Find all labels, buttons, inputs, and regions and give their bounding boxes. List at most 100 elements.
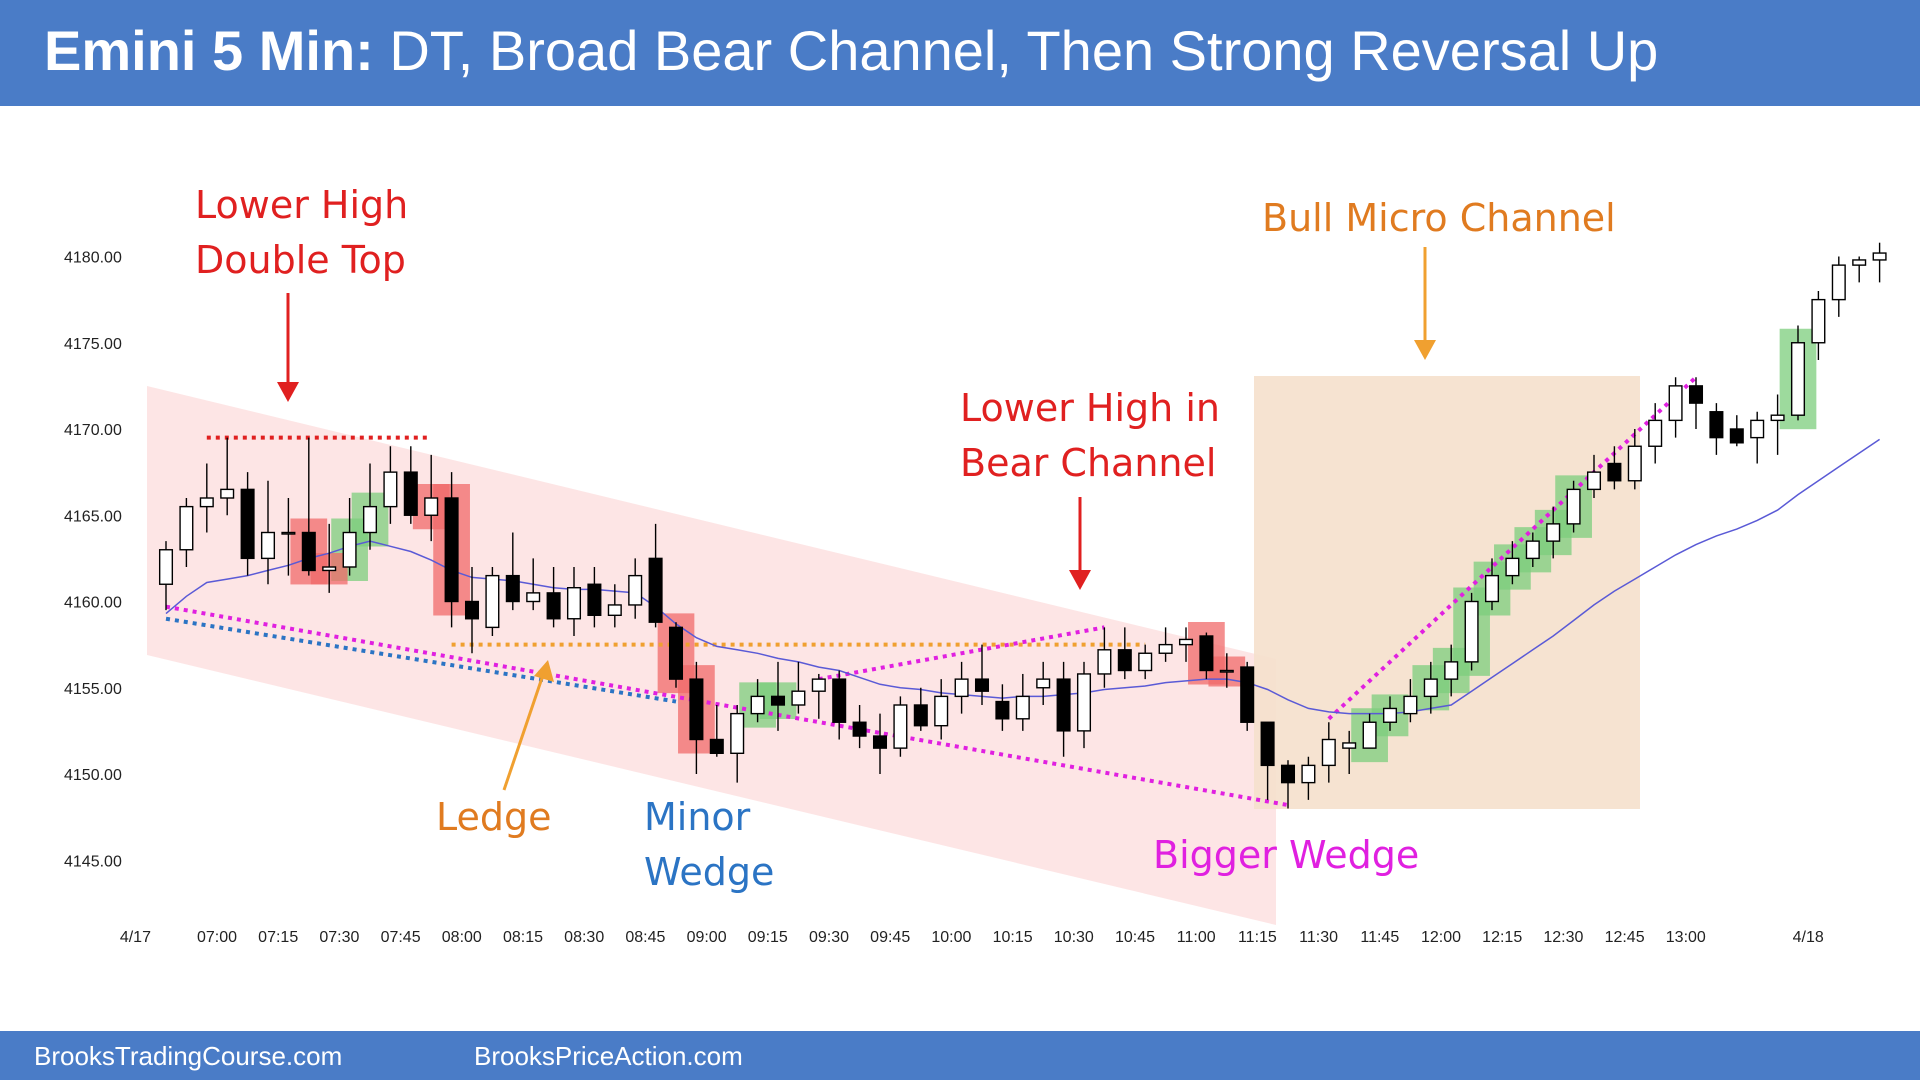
candle [1321,722,1336,783]
candle [260,480,276,585]
annotation-bull-micro-channel: Bull Micro Channel [1262,196,1616,240]
candle-body [587,583,602,616]
candle-body [1015,695,1030,720]
footer-link-brooks-trading-course[interactable]: BrooksTradingCourse.com [34,1041,343,1071]
arrow-lower-high-dt [277,293,299,402]
candle-body [1484,574,1500,603]
candle-body [852,721,867,737]
candle-body [1178,638,1194,646]
candle [566,567,582,636]
candle [974,644,990,705]
x-tick-label: 10:30 [1054,929,1094,946]
candle [1362,713,1377,749]
candle [1056,661,1071,757]
candle [1444,644,1459,697]
candle [1260,721,1275,800]
candle-body [1056,678,1071,732]
arrow-bull-micro-channel [1414,247,1436,360]
candle-body [1036,678,1051,689]
candle [954,661,969,714]
candle-body [893,704,908,749]
candle-body [1117,649,1132,672]
candle [1280,760,1296,809]
candle-body [1423,678,1438,698]
candle-body [1362,721,1377,749]
candle-body [1199,635,1214,672]
candle-body [1076,673,1092,732]
candle [1831,256,1846,317]
candle-body [362,505,378,534]
candle [199,463,214,533]
candle [1505,541,1520,585]
candle-body [811,678,826,692]
candle [1729,415,1744,447]
candle [1178,627,1194,662]
candle [281,498,296,576]
candle [1525,532,1540,567]
annotation-ledge: Ledge [436,795,552,839]
candle [1627,429,1642,490]
footer-bar: BrooksTradingCourse.com BrooksPriceActio… [0,1031,1920,1080]
page-title-rest: DT, Broad Bear Channel, Then Strong Reve… [373,19,1659,82]
candle [1158,627,1173,662]
candle [1688,377,1704,429]
candle-body [1852,259,1867,266]
candle-body [1158,643,1173,654]
candle [362,463,378,550]
x-tick-label: 4/17 [120,929,151,946]
y-tick-label: 4170.00 [64,422,122,439]
footer-link-brooks-price-action[interactable]: BrooksPriceAction.com [474,1041,743,1071]
candle-body [1260,721,1275,767]
candle [689,661,704,774]
candle-body [1525,540,1540,560]
candle-body [709,738,724,755]
candle [648,523,663,628]
candle-body [546,592,561,620]
x-tick-label: 11:15 [1238,929,1277,946]
annotation-lower-high-bear-1: Lower High in [960,386,1220,430]
bigger-wedge-line [165,604,1289,808]
candle [1668,377,1683,438]
y-tick-label: 4145.00 [64,853,122,870]
candle-body [1321,738,1336,767]
candle [709,705,724,757]
x-tick-label: 4/18 [1793,929,1824,946]
x-tick-label: 09:00 [687,929,727,946]
axes-layer: 4145.00 4150.00 4155.00 4160.00 4165.00 4170.… [64,250,1824,947]
candles-layer [158,242,1887,809]
candle-body [1750,419,1765,439]
candle-body [1566,488,1581,525]
x-tick-label: 10:15 [993,929,1033,946]
candle-body [1586,471,1602,491]
candle-body [750,695,765,715]
candle-body [1464,600,1479,663]
candle-body [607,604,622,617]
candle [913,687,928,731]
candle [1586,454,1602,498]
candle [526,558,541,611]
candle-body [1342,742,1357,749]
candle-body [1770,414,1785,422]
candle-body [1219,669,1234,673]
candle [240,472,255,576]
x-tick-label: 10:45 [1115,929,1155,946]
candle [546,567,561,628]
candle-body [1138,652,1153,672]
candle-body [485,574,500,629]
candle-body [505,574,520,603]
candle-body [1872,252,1887,261]
y-tick-label: 4150.00 [64,767,122,784]
bull-micro-channel-box [1254,376,1640,809]
candle-body [322,566,337,572]
candle-body [158,549,174,585]
candle-body [301,531,316,572]
candle-body [668,626,684,680]
candle [464,567,480,654]
x-tick-label: 08:15 [503,929,543,946]
candle-body [1607,462,1622,482]
x-tick-label: 11:00 [1177,929,1216,946]
candle-body [444,497,459,603]
candle-body [1627,445,1642,482]
candle [1036,661,1051,705]
x-tick-label: 08:00 [442,929,482,946]
